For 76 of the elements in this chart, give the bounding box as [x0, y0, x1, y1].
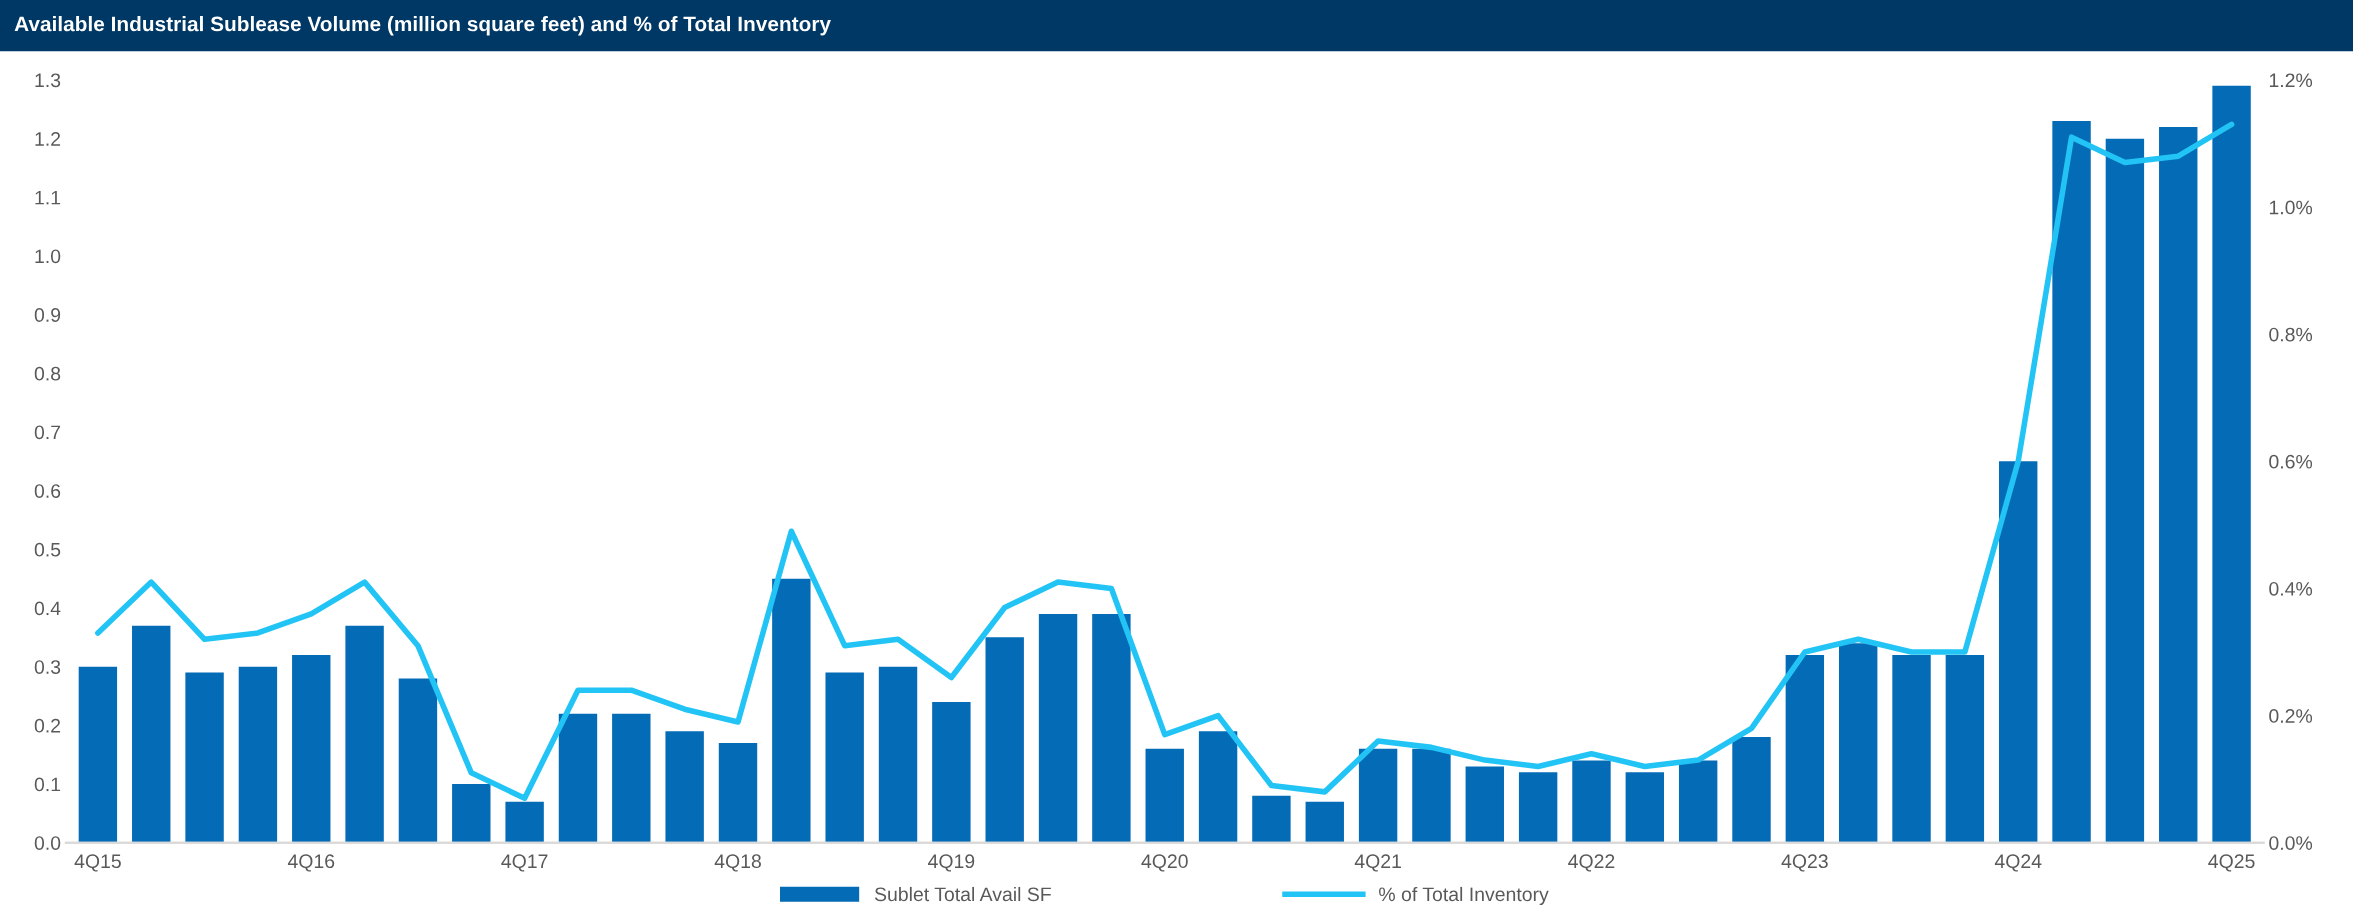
bar [1252, 795, 1291, 843]
legend-label: Sublet Total Avail SF [874, 886, 1051, 902]
y-tick-label: 0.1 [34, 777, 61, 792]
x-tick-label: 4Q19 [928, 854, 975, 872]
bar [1999, 461, 2038, 843]
bar [398, 678, 438, 843]
y-tick-label: 1.3 [35, 73, 61, 88]
x-tick-label: 4Q23 [1781, 854, 1828, 872]
y-tick-label: 1.0 [35, 249, 61, 264]
y2-tick-label: 0.0% [2269, 836, 2313, 850]
y-tick-label: 0.5 [34, 542, 61, 557]
legend-label: % of Total Inventory [1379, 886, 1549, 906]
bar [292, 654, 331, 843]
bar [612, 713, 651, 843]
bar [1785, 654, 1825, 843]
x-tick-label: 4Q16 [287, 854, 335, 872]
x-tick-label: 4Q22 [1568, 854, 1615, 872]
bar [2052, 121, 2091, 843]
bar [772, 578, 811, 843]
x-tick-label: 4Q24 [1994, 854, 2042, 872]
y-tick-label: 0.9 [34, 308, 61, 322]
y-tick-label: 0.3 [34, 660, 61, 674]
bar [1892, 654, 1931, 843]
y-tick-label: 0.2 [34, 718, 61, 733]
bar [878, 666, 918, 843]
bar [2159, 126, 2198, 843]
y2-tick-label: 0.6% [2269, 454, 2313, 469]
bar [932, 701, 971, 843]
bar [132, 625, 171, 843]
y2-tick-label: 0.8% [2269, 327, 2313, 342]
y2-tick-label: 1.0% [2269, 200, 2313, 215]
bar [1198, 731, 1238, 843]
x-tick-label: 4Q18 [714, 854, 761, 872]
bar [1145, 748, 1184, 843]
bar [1465, 766, 1504, 843]
bar [558, 713, 598, 843]
y-tick-label: 0.8 [34, 366, 61, 381]
bar [1678, 760, 1718, 843]
x-tick-label: 4Q20 [1141, 854, 1188, 872]
bar [2105, 138, 2145, 843]
y-tick-label: 1.1 [35, 190, 61, 205]
y-tick-label: 0.7 [34, 425, 61, 440]
bar [452, 784, 491, 843]
bar [1412, 748, 1451, 843]
y2-tick-label: 1.2% [2269, 73, 2313, 88]
bar [1305, 801, 1344, 843]
x-tick-label: 4Q25 [2208, 854, 2255, 872]
y-tick-label: 0.4 [34, 601, 61, 616]
y2-tick-label: 0.2% [2269, 709, 2313, 723]
bar [1625, 772, 1665, 843]
bar [505, 801, 544, 843]
y2-tick-label: 0.4% [2269, 581, 2313, 596]
bar [238, 666, 278, 843]
bar [345, 625, 384, 843]
bar [1358, 748, 1398, 843]
bar [1945, 654, 1985, 843]
bar [665, 731, 704, 843]
bar [2212, 85, 2251, 843]
bar [1518, 772, 1558, 843]
bar [78, 666, 118, 843]
x-tick-label: 4Q17 [501, 854, 548, 872]
chart-title: Available Industrial Sublease Volume (million square feet) and % of Total Inventory [14, 16, 831, 36]
y-tick-label: 0.0 [34, 836, 61, 850]
x-tick-label: 4Q15 [74, 854, 121, 872]
x-tick-label: 4Q21 [1354, 854, 1401, 872]
bar [1838, 643, 1878, 843]
bar [825, 672, 864, 843]
bar [1092, 613, 1131, 843]
bar [1732, 737, 1771, 843]
bar [1572, 760, 1611, 843]
bar [718, 742, 758, 843]
bar [985, 637, 1024, 843]
y-tick-label: 1.2 [35, 132, 61, 146]
y-tick-label: 0.6 [34, 484, 61, 498]
bar [185, 672, 224, 843]
bar [1038, 613, 1078, 843]
